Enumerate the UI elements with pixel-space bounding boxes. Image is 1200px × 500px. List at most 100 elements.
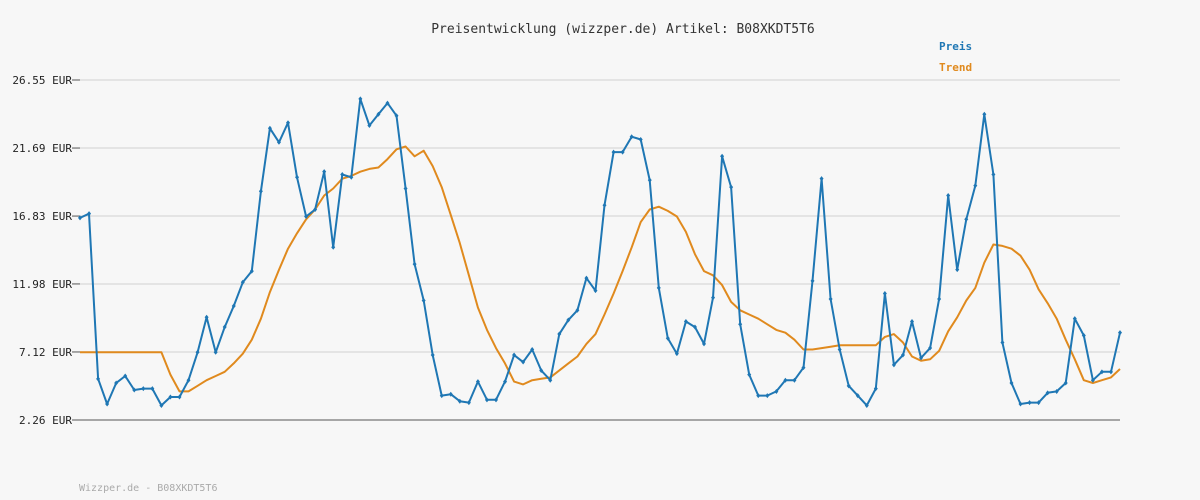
data-point <box>1000 339 1005 345</box>
data-point <box>810 278 815 284</box>
data-point <box>204 314 209 320</box>
data-point <box>1063 380 1068 386</box>
data-point <box>620 149 625 155</box>
data-point <box>304 213 309 219</box>
data-point <box>1054 388 1059 394</box>
data-point <box>132 387 137 393</box>
data-point <box>186 377 191 383</box>
data-point <box>1045 390 1050 396</box>
data-point <box>1009 380 1014 386</box>
data-point <box>584 275 589 281</box>
data-point <box>78 215 82 221</box>
data-point <box>430 352 435 358</box>
data-point <box>611 149 616 155</box>
data-point <box>575 307 580 313</box>
y-tick-label: 7.12 EUR <box>19 346 72 359</box>
data-point <box>566 317 571 323</box>
data-point <box>882 290 887 296</box>
data-point <box>530 346 535 352</box>
data-point <box>873 386 878 392</box>
data-point <box>159 402 164 408</box>
data-point <box>738 321 743 327</box>
data-point <box>512 352 517 358</box>
data-point <box>647 177 652 183</box>
data-point <box>466 400 471 406</box>
legend-trend: Trend <box>939 61 972 74</box>
data-point <box>141 386 146 392</box>
grid <box>80 79 1120 353</box>
data-point <box>240 279 245 285</box>
data-point <box>692 324 697 330</box>
data-point <box>864 402 869 408</box>
data-point <box>267 125 272 131</box>
data-point <box>665 335 670 341</box>
data-point <box>439 393 444 399</box>
data-point <box>105 401 110 407</box>
data-point <box>150 386 155 392</box>
data-point <box>674 351 679 357</box>
data-point <box>919 355 924 361</box>
data-point <box>711 295 716 301</box>
data-point <box>394 113 399 119</box>
data-point <box>1090 377 1095 383</box>
data-point <box>982 111 987 117</box>
data-point <box>720 153 725 159</box>
data-point <box>412 261 417 267</box>
data-point <box>457 398 462 404</box>
y-tick-label: 2.26 EUR <box>19 414 72 427</box>
data-point <box>521 359 526 365</box>
data-point <box>629 134 634 140</box>
data-point <box>910 318 914 324</box>
data-point <box>421 297 426 303</box>
data-point <box>114 380 119 386</box>
data-point <box>837 346 842 352</box>
footer-text: Wizzper.de - B08XKDT5T6 <box>79 483 217 494</box>
data-point <box>747 372 752 378</box>
data-point <box>855 393 860 399</box>
data-point <box>1099 369 1104 375</box>
data-point <box>276 139 281 145</box>
legend-preis: Preis <box>939 40 972 53</box>
data-point <box>900 352 905 358</box>
data-point <box>195 349 200 355</box>
data-point <box>448 391 453 397</box>
data-point <box>367 122 372 128</box>
y-tick-label: 21.69 EUR <box>12 142 72 155</box>
data-point <box>475 379 480 385</box>
data-point <box>638 136 643 142</box>
data-point <box>1036 400 1041 406</box>
data-point <box>177 394 182 400</box>
data-point <box>991 171 996 177</box>
data-point <box>801 365 806 371</box>
data-point <box>231 303 236 309</box>
data-point <box>891 362 896 368</box>
data-point <box>955 267 960 273</box>
series-line-trend <box>80 145 1121 393</box>
data-point <box>792 377 797 383</box>
data-point <box>539 367 544 373</box>
data-point <box>656 285 661 291</box>
data-point <box>846 383 851 389</box>
data-point <box>729 184 734 190</box>
data-point <box>828 296 833 302</box>
data-point <box>937 296 942 302</box>
data-point <box>765 393 770 399</box>
data-point <box>249 268 254 274</box>
data-point <box>973 183 978 189</box>
data-point <box>123 373 128 379</box>
data-point <box>349 174 354 180</box>
data-point <box>593 288 598 294</box>
data-point <box>494 397 498 403</box>
data-point <box>96 376 101 382</box>
data-point <box>1072 316 1077 322</box>
data-point <box>1118 330 1122 336</box>
data-point <box>295 174 300 180</box>
data-point <box>1108 369 1113 375</box>
data-point <box>385 100 390 106</box>
data-point <box>258 188 263 194</box>
data-point <box>964 216 969 222</box>
data-point <box>774 388 779 394</box>
data-point <box>340 171 345 177</box>
